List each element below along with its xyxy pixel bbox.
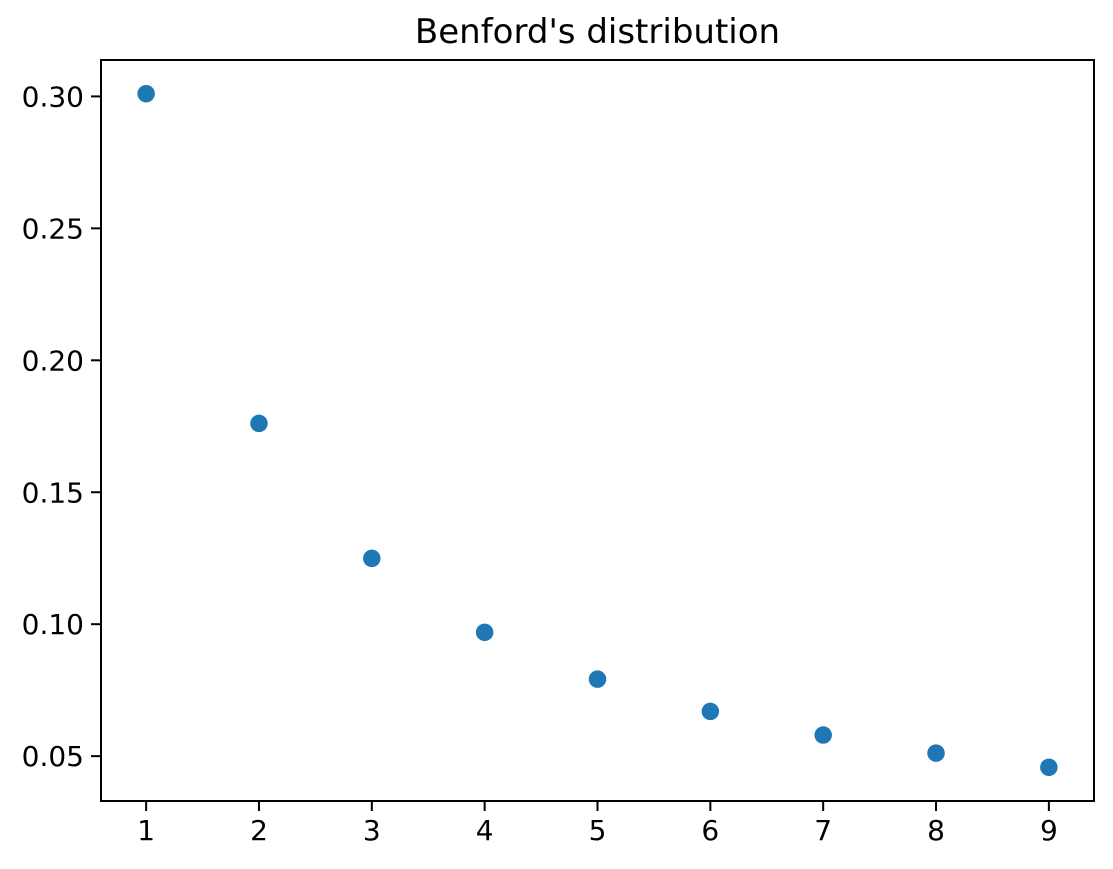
x-tick-label: 7 [814,814,832,847]
chart-title: Benford's distribution [414,12,781,52]
x-tick-label: 4 [476,814,494,847]
x-tick-label: 3 [363,814,381,847]
y-tick-label: 0.25 [22,212,84,245]
data-point [475,623,494,642]
x-tick-label: 6 [701,814,719,847]
data-point [701,702,720,721]
x-tick-label: 8 [927,814,945,847]
axes-frame [100,59,1095,802]
x-tick-label: 5 [589,814,607,847]
x-tick-label: 9 [1040,814,1058,847]
y-tick-label: 0.10 [22,608,84,641]
data-point [137,84,155,103]
data-point [927,744,945,762]
y-tick-label: 0.20 [22,344,84,377]
data-point [588,670,607,688]
y-tick-label: 0.15 [22,476,84,509]
data-point [1040,758,1058,777]
y-tick-label: 0.05 [22,740,84,773]
x-tick-label: 1 [137,814,155,847]
y-tick-label: 0.30 [22,80,84,113]
x-tick-label: 2 [250,814,268,847]
data-point [814,726,832,744]
data-point [250,414,268,433]
data-point [363,549,381,568]
